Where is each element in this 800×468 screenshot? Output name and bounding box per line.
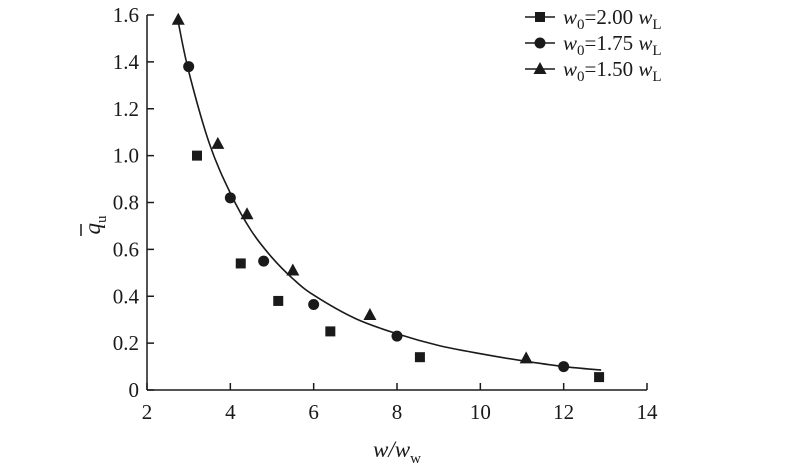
data-point-circle bbox=[258, 255, 270, 267]
data-point-triangle bbox=[240, 207, 254, 220]
x-tick-labels: 2 4 6 8 10 12 14 bbox=[142, 400, 658, 424]
data-point-square bbox=[325, 326, 336, 337]
y-tick-label: 0.6 bbox=[113, 237, 139, 261]
y-tick-label: 0.8 bbox=[113, 191, 139, 215]
y-tick-labels: 0 0.2 0.4 0.6 0.8 1.0 1.2 1.4 1.6 bbox=[113, 3, 140, 402]
data-point-square bbox=[414, 352, 425, 363]
y-tick-label: 0.4 bbox=[113, 284, 140, 308]
y-axis-label-main: q bbox=[80, 223, 105, 235]
legend-label: w0=2.00 wL bbox=[563, 5, 662, 33]
y-tick-label: 0.2 bbox=[113, 331, 139, 355]
data-point-triangle bbox=[286, 263, 300, 276]
legend-entry: w0=1.50 wL bbox=[525, 57, 662, 85]
data-point-circle bbox=[391, 330, 403, 342]
data-point-square bbox=[235, 258, 246, 269]
x-tick-label: 6 bbox=[308, 400, 319, 424]
legend-label: w0=1.75 wL bbox=[563, 31, 662, 59]
data-point-circle bbox=[308, 298, 320, 310]
fit-curve bbox=[177, 21, 602, 371]
x-tick-label: 10 bbox=[470, 400, 491, 424]
y-tick-label: 1.0 bbox=[113, 144, 139, 168]
data-points-layer bbox=[171, 12, 605, 383]
x-tick-label: 2 bbox=[142, 400, 153, 424]
y-tick-label: 1.6 bbox=[113, 3, 139, 27]
x-tick-label: 12 bbox=[553, 400, 574, 424]
legend-entry: w0=2.00 wL bbox=[525, 5, 662, 33]
y-tick-label: 1.2 bbox=[113, 97, 139, 121]
legend-marker-circle bbox=[534, 37, 546, 49]
fit-curve-layer bbox=[177, 21, 602, 371]
data-point-circle bbox=[558, 361, 570, 373]
data-point-square bbox=[192, 150, 202, 161]
y-axis-label: qu bbox=[80, 215, 110, 236]
legend-marker-square bbox=[535, 12, 545, 22]
x-axis-label-main: w/w bbox=[373, 437, 411, 462]
legend-entry: w0=1.75 wL bbox=[525, 31, 662, 59]
svg-text:qu: qu bbox=[80, 215, 110, 235]
x-axis-label-sub: w bbox=[410, 451, 421, 467]
y-tick-label: 0 bbox=[129, 378, 140, 402]
y-axis-label-sub: u bbox=[94, 215, 110, 223]
data-point-circle bbox=[183, 61, 195, 73]
data-point-triangle bbox=[363, 308, 377, 320]
legend-label: w0=1.50 wL bbox=[563, 57, 662, 85]
y-tick-label: 1.4 bbox=[113, 50, 140, 74]
x-tick-label: 14 bbox=[637, 400, 659, 424]
data-point-square bbox=[594, 372, 605, 383]
tick-marks bbox=[146, 14, 648, 391]
data-point-triangle bbox=[211, 136, 225, 149]
x-axis-label: w/ww bbox=[373, 437, 421, 467]
legend-marker-triangle bbox=[533, 62, 547, 74]
data-point-triangle bbox=[171, 12, 185, 25]
data-point-square bbox=[273, 295, 284, 306]
data-point-circle bbox=[224, 192, 236, 204]
x-tick-label: 4 bbox=[225, 400, 236, 424]
x-tick-label: 8 bbox=[392, 400, 403, 424]
data-point-triangle bbox=[519, 351, 533, 364]
